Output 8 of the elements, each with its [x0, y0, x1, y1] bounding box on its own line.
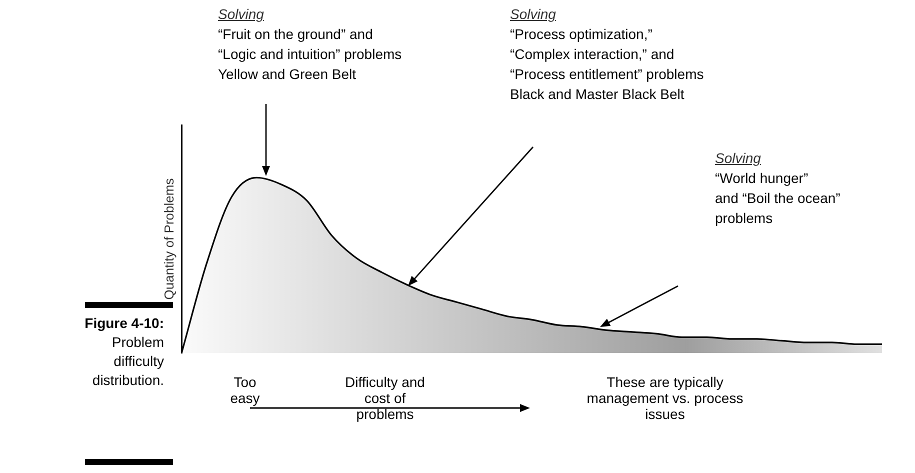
text: Solving “Process optimization,” “Complex interaction,” and “Process entitlement” problems Black and Master Black Belt [510, 5, 704, 104]
text: Solving “Fruit on the ground” and “Logic and intuition” problems Yellow and Green Belt [218, 5, 402, 84]
text: Too easy [230, 374, 260, 406]
y-axis-title: Quantity of Problems [161, 178, 176, 300]
x-axis-title: Difficulty and cost of problems [345, 374, 425, 422]
annotation: Solving “World hunger” and “Boil the ocean” problems [715, 149, 840, 228]
caption: Figure 4-10: Problem difficulty distribution. [84, 314, 164, 390]
text: These are typically management vs. process issues [586, 374, 744, 422]
